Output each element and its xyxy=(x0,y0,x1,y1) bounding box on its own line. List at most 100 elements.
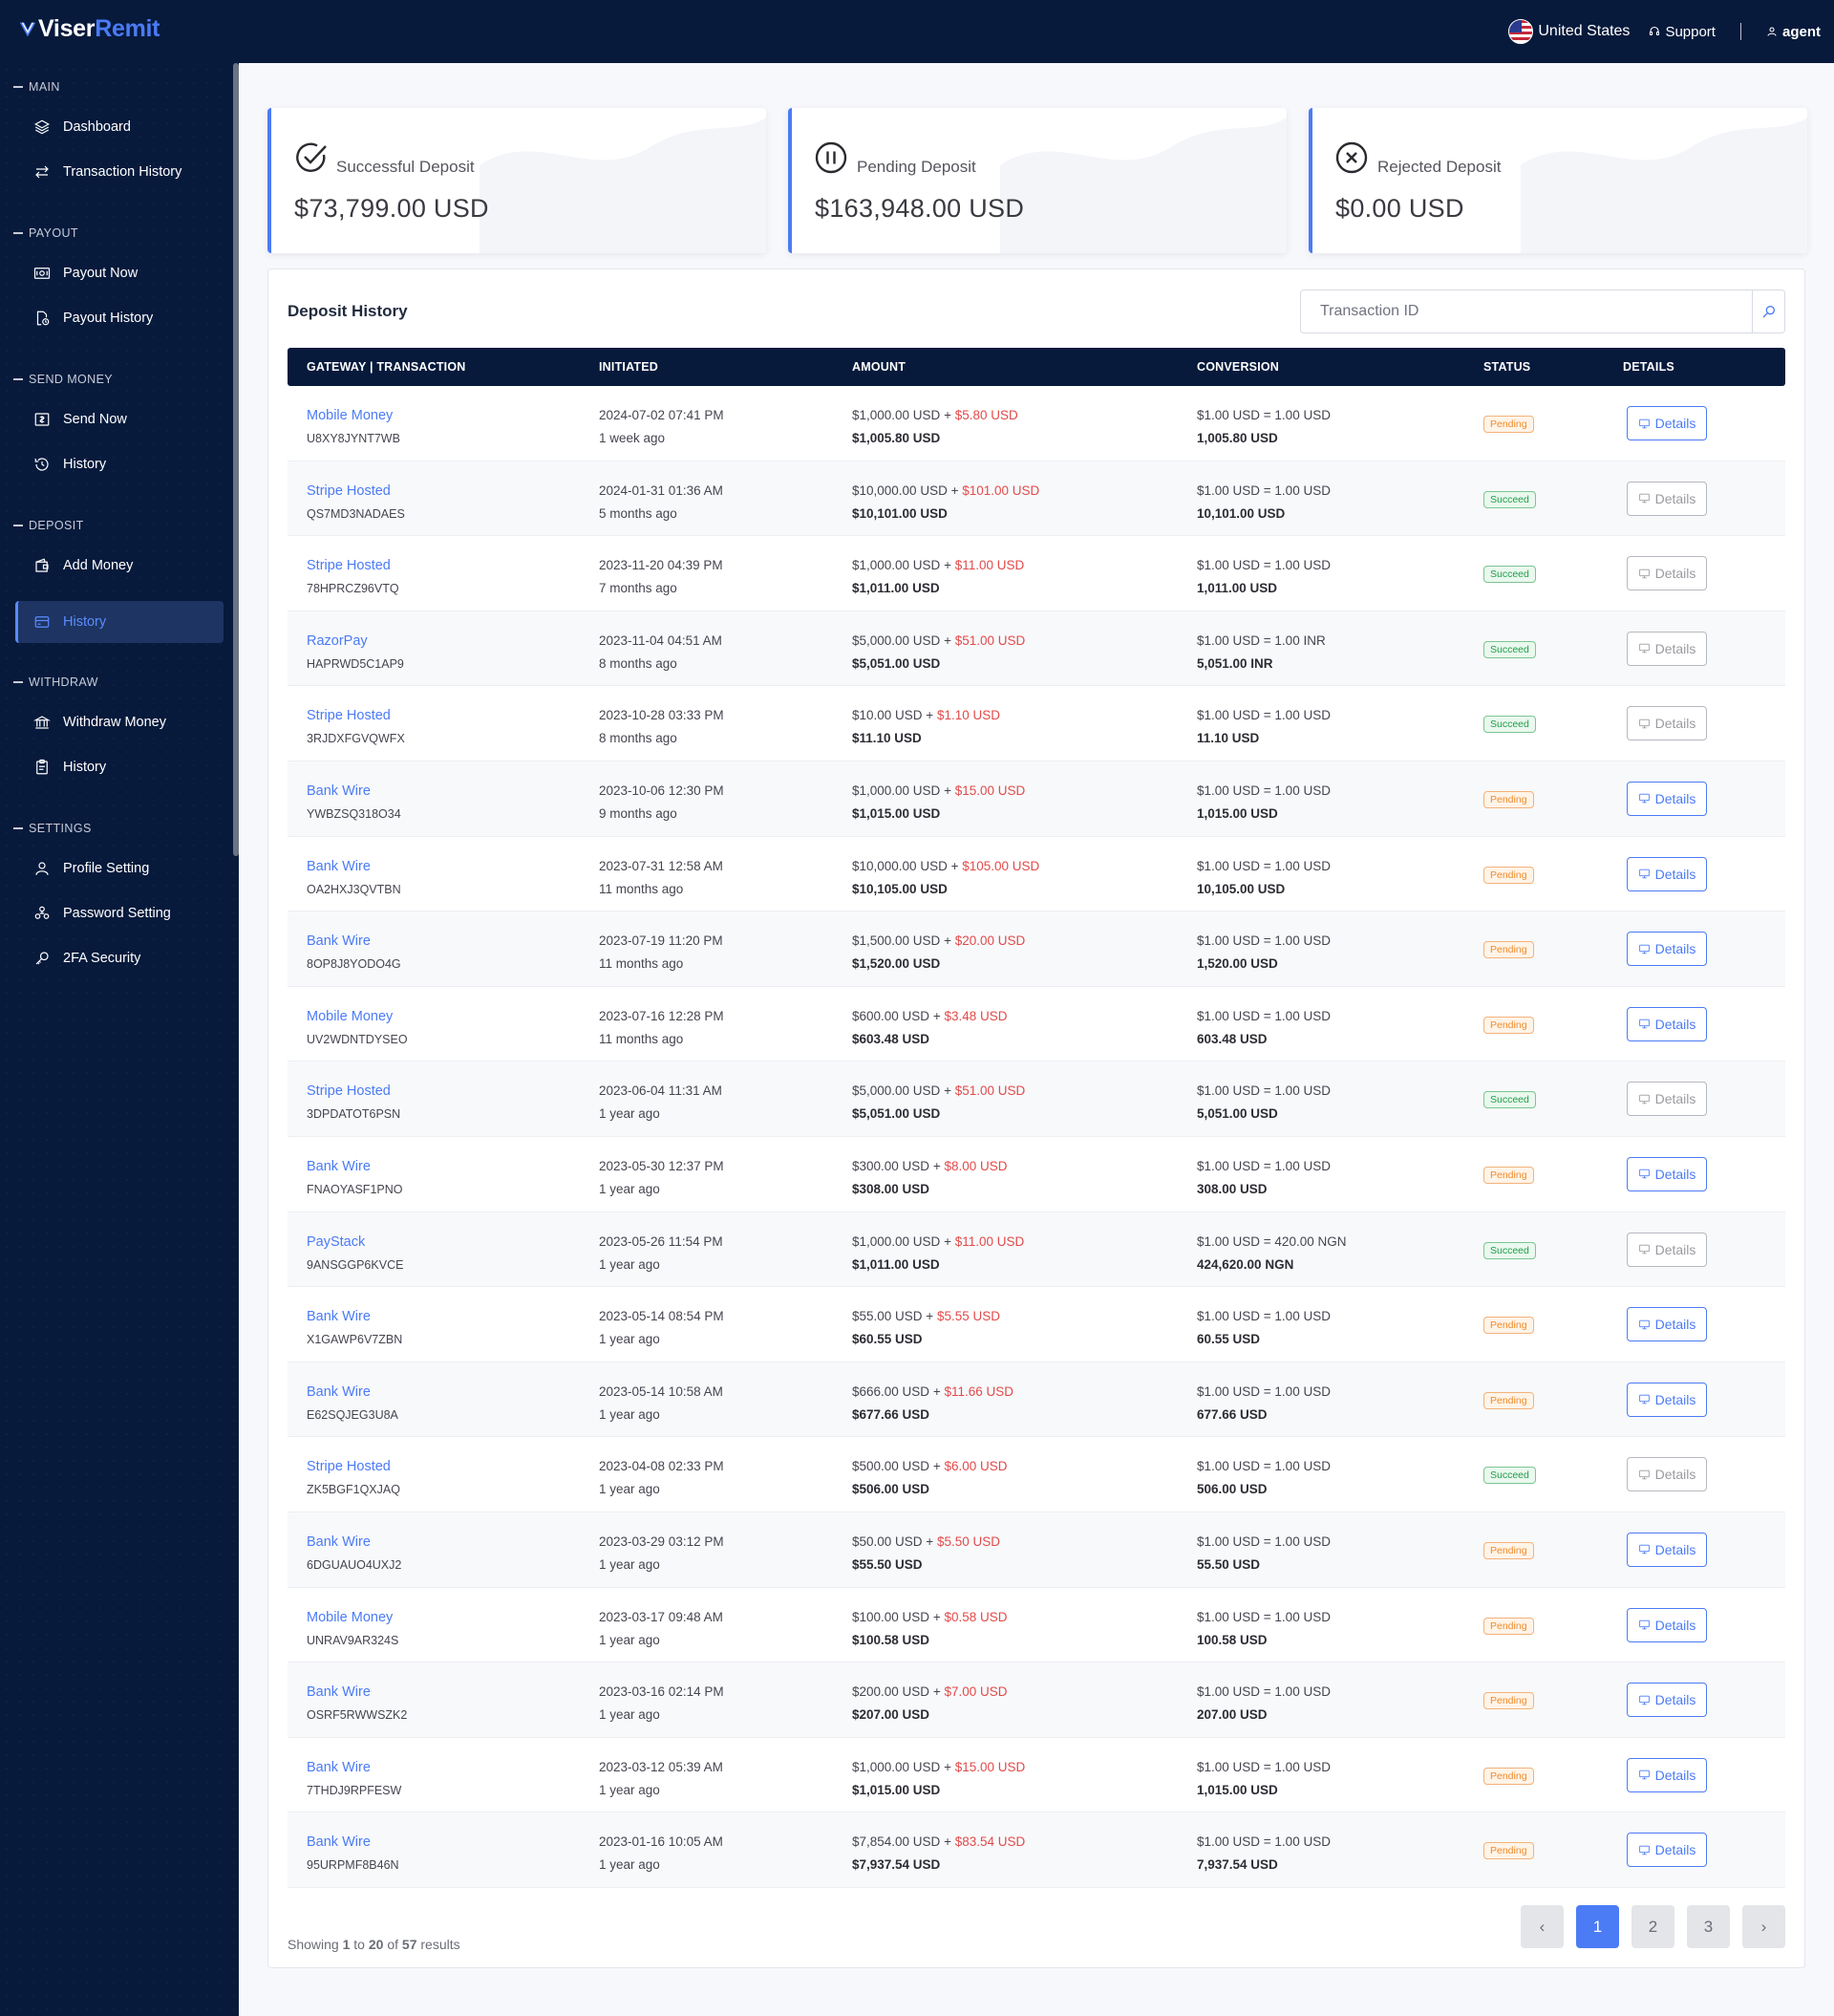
total-value: $10,105.00 USD xyxy=(852,881,948,896)
bank-icon xyxy=(32,713,52,732)
details-button[interactable]: Details xyxy=(1627,1307,1707,1342)
gateway-link[interactable]: Mobile Money xyxy=(307,1609,394,1625)
initiated-cell: 2023-05-26 11:54 PM 1 year ago xyxy=(599,1231,723,1276)
conversion-rate: $1.00 USD = 1.00 USD xyxy=(1197,1609,1331,1624)
gateway-link[interactable]: Bank Wire xyxy=(307,1684,371,1701)
details-label: Details xyxy=(1654,566,1696,582)
gateway-link[interactable]: RazorPay xyxy=(307,633,368,649)
details-button[interactable]: Details xyxy=(1627,1833,1707,1868)
user-menu[interactable]: agent xyxy=(1766,24,1821,40)
details-button[interactable]: Details xyxy=(1627,481,1707,516)
language-selector[interactable]: United States xyxy=(1508,19,1630,44)
gateway-link[interactable]: Stripe Hosted xyxy=(307,708,391,724)
status-badge: Pending xyxy=(1483,1541,1534,1559)
details-button[interactable]: Details xyxy=(1627,1607,1707,1642)
details-button[interactable]: Details xyxy=(1627,932,1707,967)
gateway-link[interactable]: Bank Wire xyxy=(307,1383,371,1400)
transaction-id: 9ANSGGP6KVCE xyxy=(307,1257,404,1272)
gateway-link[interactable]: Bank Wire xyxy=(307,858,371,874)
next-page-button[interactable]: › xyxy=(1742,1905,1785,1948)
details-label: Details xyxy=(1654,416,1696,431)
gateway-cell: Bank Wire 8OP8J8YODO4G xyxy=(307,930,401,976)
details-button[interactable]: Details xyxy=(1627,406,1707,440)
details-button[interactable]: Details xyxy=(1627,1156,1707,1191)
table-row: Stripe Hosted 78HPRCZ96VTQ 2023-11-20 04:3… xyxy=(288,536,1785,611)
gateway-link[interactable]: Bank Wire xyxy=(307,1309,371,1325)
details-button[interactable]: Details xyxy=(1627,1683,1707,1718)
us-flag-icon xyxy=(1508,19,1534,44)
details-button[interactable]: Details xyxy=(1627,1457,1707,1492)
initiated-ago: 8 months ago xyxy=(599,731,677,746)
page-button-1[interactable]: 1 xyxy=(1576,1905,1619,1948)
monitor-icon xyxy=(1638,1244,1650,1255)
sidebar-item-send-history[interactable]: History xyxy=(15,445,224,483)
sidebar-item-2fa-security[interactable]: 2FA Security xyxy=(15,939,224,977)
gateway-link[interactable]: Stripe Hosted xyxy=(307,1459,391,1475)
sidebar-item-label: History xyxy=(63,614,107,630)
gateway-cell: Bank Wire E62SQJEG3U8A xyxy=(307,1381,398,1426)
transaction-id: QS7MD3NADAES xyxy=(307,506,405,521)
gateway-link[interactable]: Stripe Hosted xyxy=(307,483,391,499)
gateway-cell: Bank Wire OA2HXJ3QVTBN xyxy=(307,855,401,901)
details-button[interactable]: Details xyxy=(1627,1006,1707,1041)
details-button[interactable]: Details xyxy=(1627,706,1707,741)
details-button[interactable]: Details xyxy=(1627,556,1707,591)
sidebar-item-send-now[interactable]: Send Now xyxy=(15,400,224,439)
details-button[interactable]: Details xyxy=(1627,631,1707,666)
conversion-rate: $1.00 USD = 1.00 USD xyxy=(1197,1309,1331,1324)
monitor-icon xyxy=(1638,644,1650,654)
table-row: Bank Wire OA2HXJ3QVTBN 2023-07-31 12:58 AM… xyxy=(288,837,1785,912)
gateway-link[interactable]: Mobile Money xyxy=(307,408,394,423)
transaction-id: ZK5BGF1QXJAQ xyxy=(307,1483,400,1497)
page-button-2[interactable]: 2 xyxy=(1631,1905,1674,1948)
status-badge: Pending xyxy=(1483,416,1534,433)
sidebar-scrollbar[interactable] xyxy=(233,63,239,856)
support-link[interactable]: Support xyxy=(1649,24,1716,40)
details-button[interactable]: Details xyxy=(1627,1382,1707,1417)
gateway-link[interactable]: PayStack xyxy=(307,1233,366,1250)
status-badge: Pending xyxy=(1483,1317,1534,1335)
amount-cell: $1,000.00 USD + $15.00 USD $1,015.00 USD xyxy=(852,1756,1025,1802)
sidebar-item-profile-setting[interactable]: Profile Setting xyxy=(15,849,224,888)
gateway-link[interactable]: Bank Wire xyxy=(307,783,371,799)
sidebar-item-withdraw-money[interactable]: Withdraw Money xyxy=(15,703,224,741)
status-badge: Succeed xyxy=(1483,1467,1536,1485)
gateway-link[interactable]: Bank Wire xyxy=(307,1834,371,1851)
monitor-icon xyxy=(1638,1695,1650,1705)
transaction-id: FNAOYASF1PNO xyxy=(307,1182,403,1196)
initiated-date: 2023-05-14 08:54 PM xyxy=(599,1309,724,1324)
sidebar-item-label: 2FA Security xyxy=(63,951,141,966)
sidebar-item-payout-history[interactable]: Payout History xyxy=(15,299,224,337)
conversion-rate: $1.00 USD = 1.00 USD xyxy=(1197,1684,1331,1700)
sidebar-item-label: Add Money xyxy=(63,558,134,573)
details-button[interactable]: Details xyxy=(1627,856,1707,891)
page-button-3[interactable]: 3 xyxy=(1687,1905,1730,1948)
details-button[interactable]: Details xyxy=(1627,1757,1707,1792)
details-button[interactable]: Details xyxy=(1627,1082,1707,1117)
gateway-link[interactable]: Bank Wire xyxy=(307,933,371,950)
details-button[interactable]: Details xyxy=(1627,781,1707,816)
monitor-icon xyxy=(1638,1619,1650,1630)
gateway-link[interactable]: Stripe Hosted xyxy=(307,558,391,574)
initiated-date: 2023-07-16 12:28 PM xyxy=(599,1008,724,1023)
details-button[interactable]: Details xyxy=(1627,1532,1707,1567)
amount-cell: $1,000.00 USD + $11.00 USD $1,011.00 USD xyxy=(852,1231,1024,1276)
sidebar-item-transaction-history[interactable]: Transaction History xyxy=(15,153,224,191)
sidebar-item-password-setting[interactable]: Password Setting xyxy=(15,894,224,933)
prev-page-button[interactable]: ‹ xyxy=(1521,1905,1564,1948)
sidebar-item-add-money[interactable]: Add Money xyxy=(15,547,224,585)
gateway-link[interactable]: Stripe Hosted xyxy=(307,1083,391,1100)
initiated-ago: 1 year ago xyxy=(599,1106,660,1122)
transaction-search-input[interactable] xyxy=(1301,290,1752,332)
gateway-link[interactable]: Mobile Money xyxy=(307,1008,394,1024)
details-button[interactable]: Details xyxy=(1627,1232,1707,1267)
sidebar-item-deposit-history[interactable]: History xyxy=(15,601,224,643)
sidebar-item-withdraw-history[interactable]: History xyxy=(15,748,224,786)
gateway-link[interactable]: Bank Wire xyxy=(307,1158,371,1174)
sidebar-item-dashboard[interactable]: Dashboard xyxy=(15,108,224,146)
logo[interactable]: ViserRemit xyxy=(17,15,160,43)
gateway-link[interactable]: Bank Wire xyxy=(307,1759,371,1775)
sidebar-item-payout-now[interactable]: Payout Now xyxy=(15,254,224,292)
gateway-link[interactable]: Bank Wire xyxy=(307,1533,371,1550)
search-button[interactable] xyxy=(1752,290,1784,332)
